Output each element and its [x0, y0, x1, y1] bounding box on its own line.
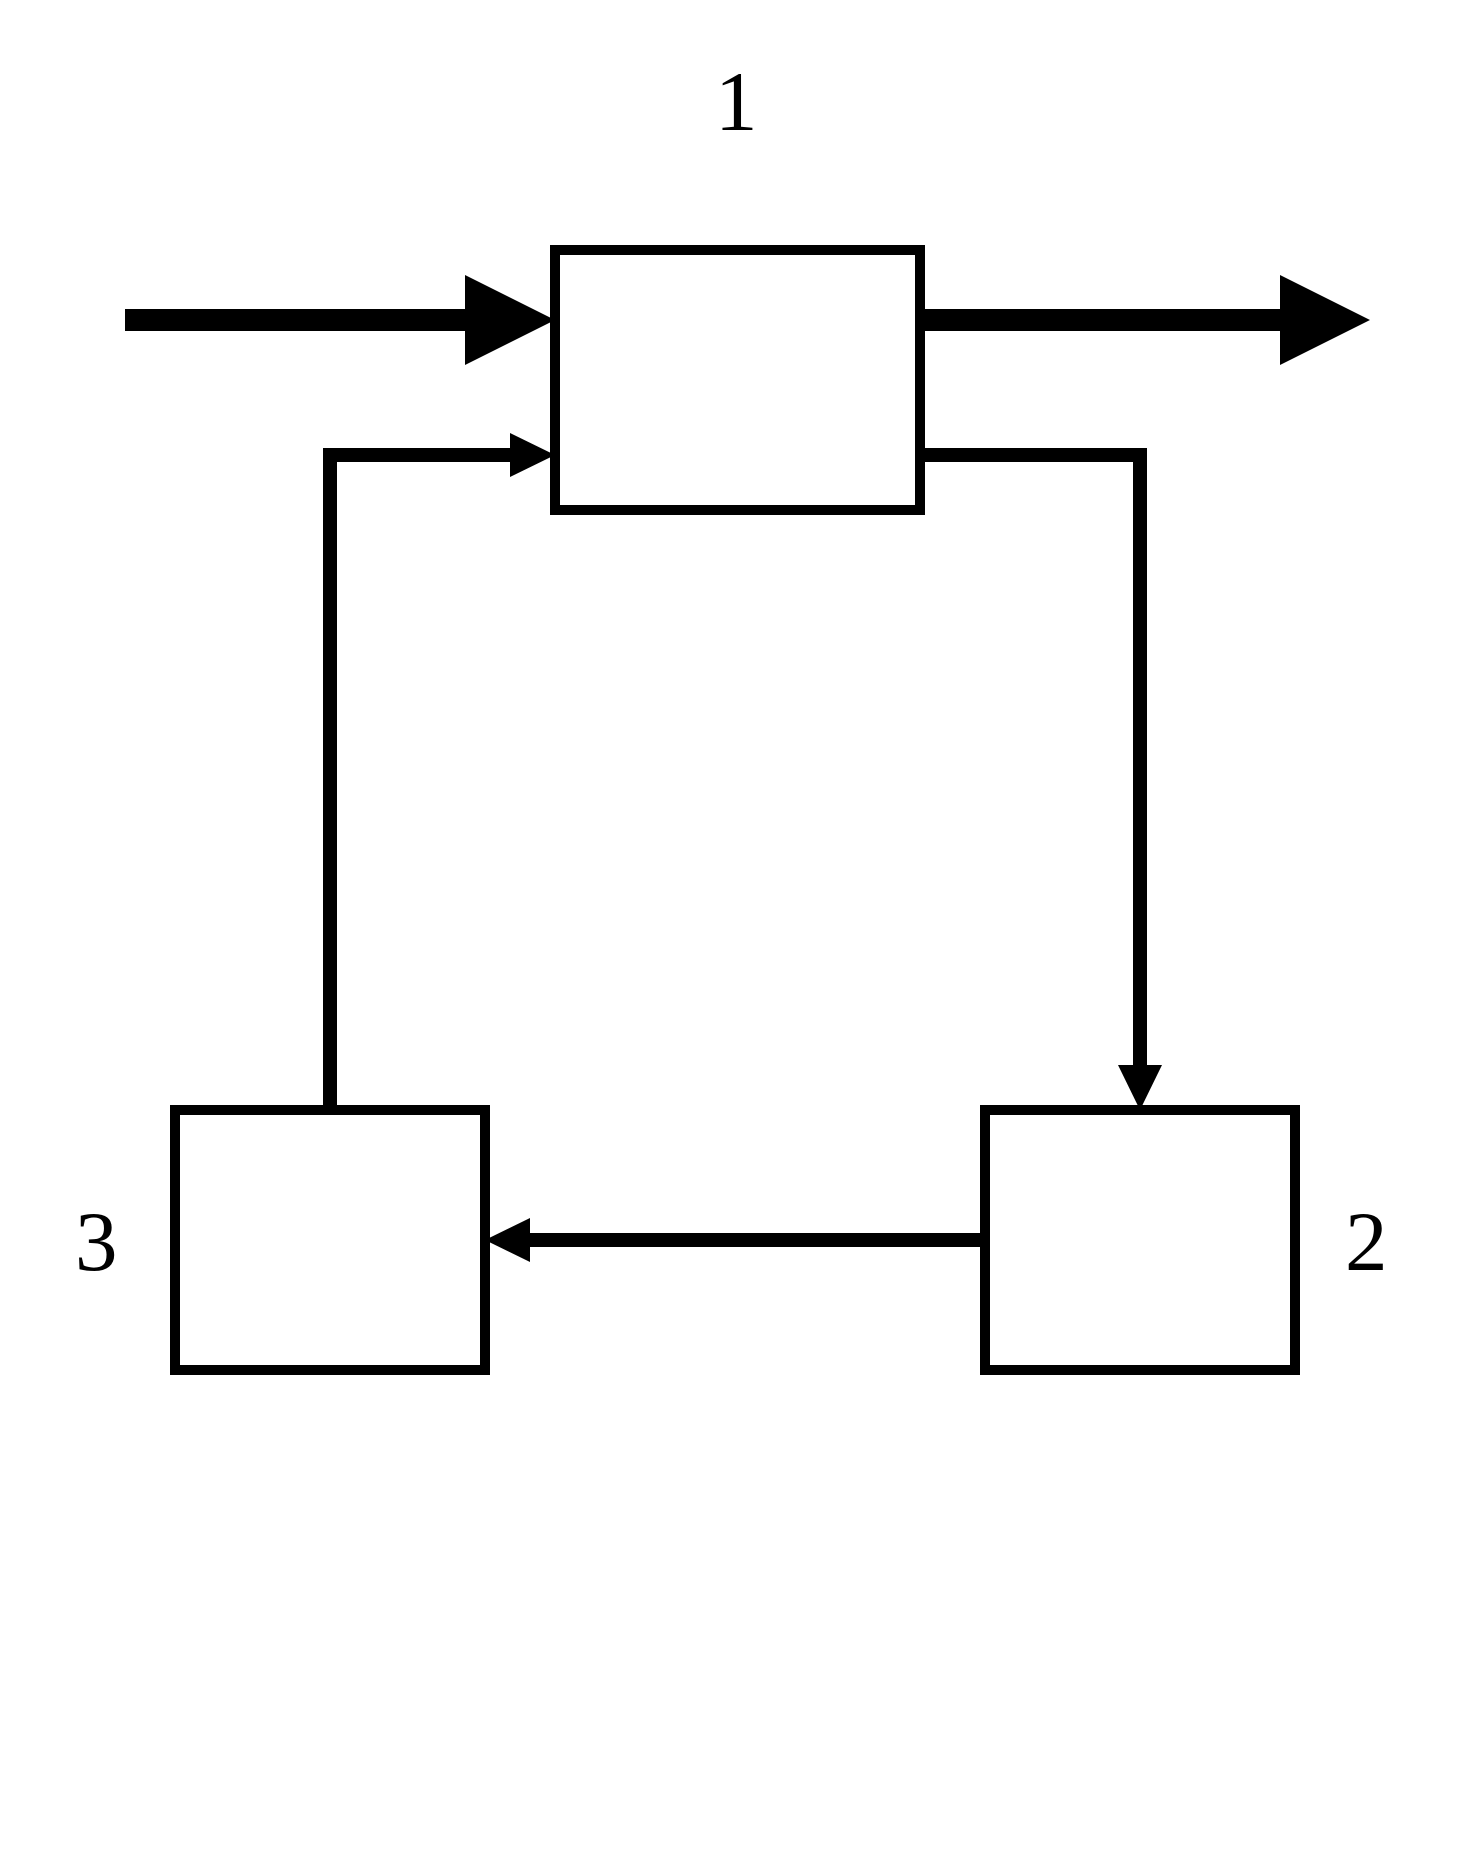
diagram-svg: [0, 0, 1476, 1870]
arrowhead-e23: [485, 1218, 530, 1262]
node-label-n1: 1: [715, 60, 758, 145]
arrowhead-e31: [510, 433, 555, 477]
node-label-n2: 2: [1345, 1200, 1388, 1285]
diagram-canvas: 1 2 3: [0, 0, 1476, 1870]
arrowhead-e12: [1118, 1065, 1162, 1110]
arrowhead-out: [1280, 275, 1370, 365]
node-n1: [555, 250, 920, 510]
edge-e31: [330, 455, 510, 1110]
node-label-n3: 3: [75, 1200, 118, 1285]
node-n3: [175, 1110, 485, 1370]
node-n2: [985, 1110, 1295, 1370]
edge-e12: [920, 455, 1140, 1065]
arrowhead-in: [465, 275, 555, 365]
